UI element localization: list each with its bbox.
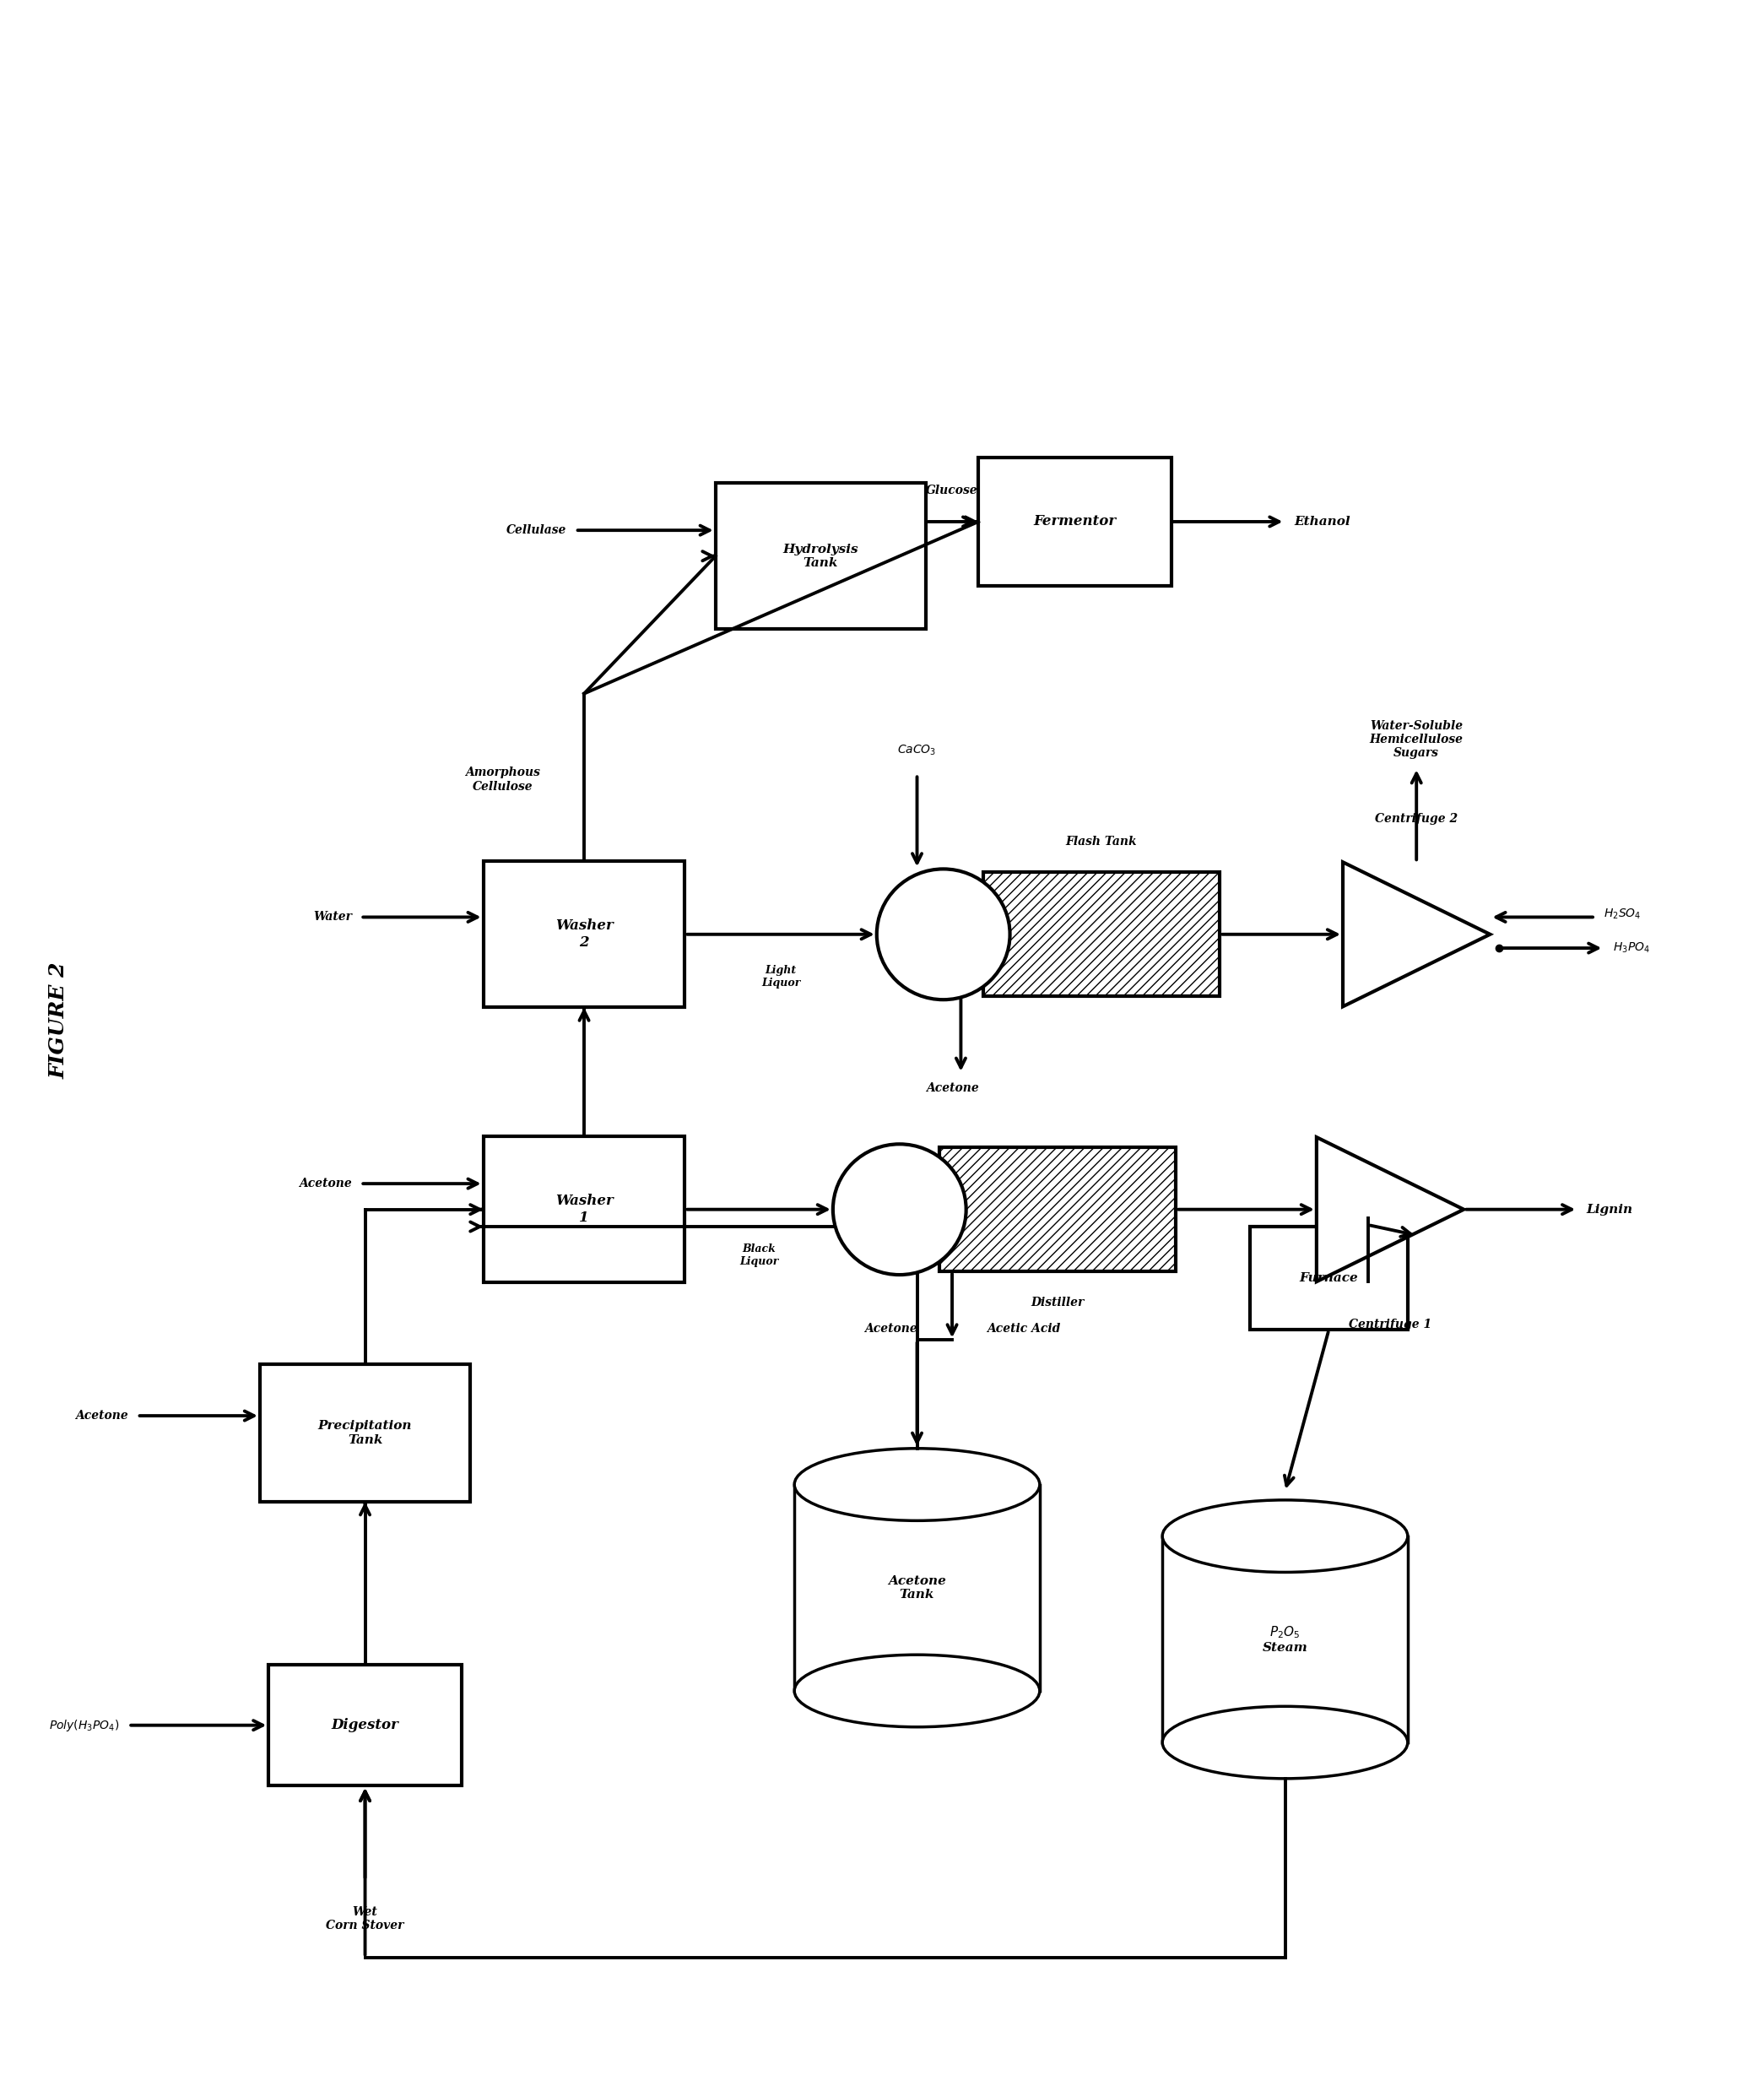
- Circle shape: [833, 1143, 967, 1274]
- Ellipse shape: [794, 1448, 1039, 1521]
- Bar: [983, 872, 1221, 996]
- Text: Water-Soluble
Hemicellulose
Sugars: Water-Soluble Hemicellulose Sugars: [1369, 720, 1464, 759]
- Text: Centrifuge 2: Centrifuge 2: [1374, 813, 1457, 826]
- Text: Acetone: Acetone: [298, 1179, 353, 1189]
- Text: Hydrolysis
Tank: Hydrolysis Tank: [783, 544, 859, 569]
- Text: Water: Water: [314, 911, 353, 923]
- Text: $Poly(H_3PO_4)$: $Poly(H_3PO_4)$: [49, 1718, 120, 1733]
- Circle shape: [877, 869, 1011, 1000]
- FancyBboxPatch shape: [483, 861, 684, 1006]
- Ellipse shape: [1162, 1706, 1408, 1778]
- FancyBboxPatch shape: [483, 1137, 684, 1282]
- Ellipse shape: [794, 1654, 1039, 1726]
- Text: Distiller: Distiller: [1032, 1297, 1085, 1307]
- Text: Furnace: Furnace: [1300, 1272, 1358, 1284]
- Text: Ethanol: Ethanol: [1293, 517, 1349, 527]
- Text: Lignin: Lignin: [1586, 1204, 1633, 1216]
- Text: Flash Tank: Flash Tank: [1065, 836, 1138, 847]
- Text: Acetone: Acetone: [76, 1409, 129, 1421]
- Text: $CaCO_3$: $CaCO_3$: [898, 743, 937, 757]
- Text: Cellulase: Cellulase: [506, 525, 566, 535]
- FancyBboxPatch shape: [1251, 1226, 1408, 1330]
- Text: Glucose: Glucose: [926, 486, 977, 496]
- Ellipse shape: [1162, 1500, 1408, 1573]
- Text: Amorphous
Cellulose: Amorphous Cellulose: [466, 768, 540, 793]
- FancyBboxPatch shape: [268, 1664, 462, 1785]
- Text: Acetone: Acetone: [864, 1324, 917, 1334]
- Bar: [1162, 1536, 1408, 1743]
- Text: Acetone
Tank: Acetone Tank: [887, 1575, 946, 1600]
- Text: Acetone: Acetone: [926, 1083, 979, 1094]
- Text: Digestor: Digestor: [332, 1718, 399, 1733]
- Text: Centrifuge 1: Centrifuge 1: [1349, 1320, 1432, 1330]
- Bar: [794, 1484, 1039, 1691]
- Text: Precipitation
Tank: Precipitation Tank: [318, 1419, 413, 1446]
- FancyBboxPatch shape: [716, 483, 926, 629]
- Text: Fermentor: Fermentor: [1034, 515, 1117, 529]
- Text: Black
Liquor: Black Liquor: [739, 1243, 778, 1268]
- Text: $H_3PO_4$: $H_3PO_4$: [1612, 942, 1649, 955]
- FancyBboxPatch shape: [979, 456, 1171, 585]
- Text: $P_2O_5$
Steam: $P_2O_5$ Steam: [1263, 1625, 1307, 1654]
- Text: $H_2SO_4$: $H_2SO_4$: [1603, 907, 1641, 921]
- Text: FIGURE 2: FIGURE 2: [48, 963, 69, 1079]
- Text: Acetic Acid: Acetic Acid: [988, 1324, 1060, 1334]
- FancyBboxPatch shape: [259, 1363, 471, 1502]
- Text: Wet
Corn Stover: Wet Corn Stover: [326, 1905, 404, 1932]
- Polygon shape: [1316, 1137, 1464, 1282]
- Polygon shape: [1342, 861, 1491, 1006]
- Text: Washer
1: Washer 1: [556, 1193, 614, 1224]
- Text: Light
Liquor: Light Liquor: [762, 965, 801, 990]
- Bar: [940, 1147, 1177, 1272]
- Text: Washer
2: Washer 2: [556, 919, 614, 950]
